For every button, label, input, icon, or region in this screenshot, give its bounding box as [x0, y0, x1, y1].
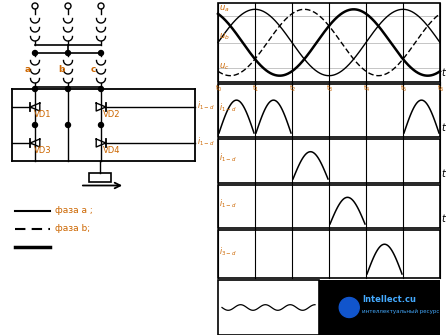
Circle shape — [33, 51, 37, 56]
Circle shape — [339, 297, 359, 318]
Text: t: t — [441, 123, 445, 133]
Text: VD3: VD3 — [34, 146, 52, 155]
Circle shape — [33, 86, 37, 91]
Text: $u_b$: $u_b$ — [219, 31, 230, 42]
Text: t$_6$: t$_6$ — [437, 84, 445, 94]
Circle shape — [33, 123, 37, 128]
Text: t: t — [441, 169, 445, 179]
Text: Intellect.cu: Intellect.cu — [362, 295, 416, 305]
Bar — [319, 280, 440, 335]
Bar — [218, 84, 440, 137]
Text: t$_2$: t$_2$ — [289, 84, 297, 94]
Text: $i_{1-d}$: $i_{1-d}$ — [197, 136, 215, 148]
Text: t: t — [441, 68, 445, 78]
Circle shape — [99, 51, 103, 56]
Bar — [218, 185, 440, 228]
Text: b: b — [58, 65, 64, 73]
Text: t: t — [441, 214, 445, 224]
Bar — [218, 280, 319, 335]
Text: фаза b;: фаза b; — [55, 224, 90, 233]
Text: интеллектуальный ресурс: интеллектуальный ресурс — [362, 308, 440, 314]
Text: c: c — [91, 65, 96, 73]
Text: t$_5$: t$_5$ — [400, 84, 408, 94]
Bar — [218, 3, 440, 82]
Bar — [218, 230, 440, 278]
Text: $i_{1-d}$: $i_{1-d}$ — [197, 100, 215, 113]
Text: $i_{1-d}$: $i_{1-d}$ — [219, 152, 236, 164]
Text: $u_a$: $u_a$ — [219, 4, 230, 14]
Text: VD4: VD4 — [103, 146, 120, 155]
Text: t$_3$: t$_3$ — [326, 84, 334, 94]
Text: $u_c$: $u_c$ — [219, 61, 229, 71]
Text: VD2: VD2 — [103, 110, 120, 119]
Text: VD1: VD1 — [34, 110, 51, 119]
Text: t$_1$: t$_1$ — [252, 84, 260, 94]
Bar — [218, 139, 440, 183]
Circle shape — [66, 86, 70, 91]
Circle shape — [66, 51, 70, 56]
Text: фаза a ;: фаза a ; — [55, 206, 93, 215]
Text: $i_{1-d}$: $i_{1-d}$ — [219, 102, 236, 114]
Bar — [89, 173, 111, 182]
Text: $i_{3-d}$: $i_{3-d}$ — [219, 245, 236, 258]
Circle shape — [66, 123, 70, 128]
Circle shape — [99, 86, 103, 91]
Circle shape — [99, 123, 103, 128]
Text: t$_0$: t$_0$ — [215, 84, 223, 94]
Text: $i_{1-d}$: $i_{1-d}$ — [219, 198, 236, 210]
Text: t$_4$: t$_4$ — [363, 84, 371, 94]
Text: a: a — [25, 65, 31, 73]
